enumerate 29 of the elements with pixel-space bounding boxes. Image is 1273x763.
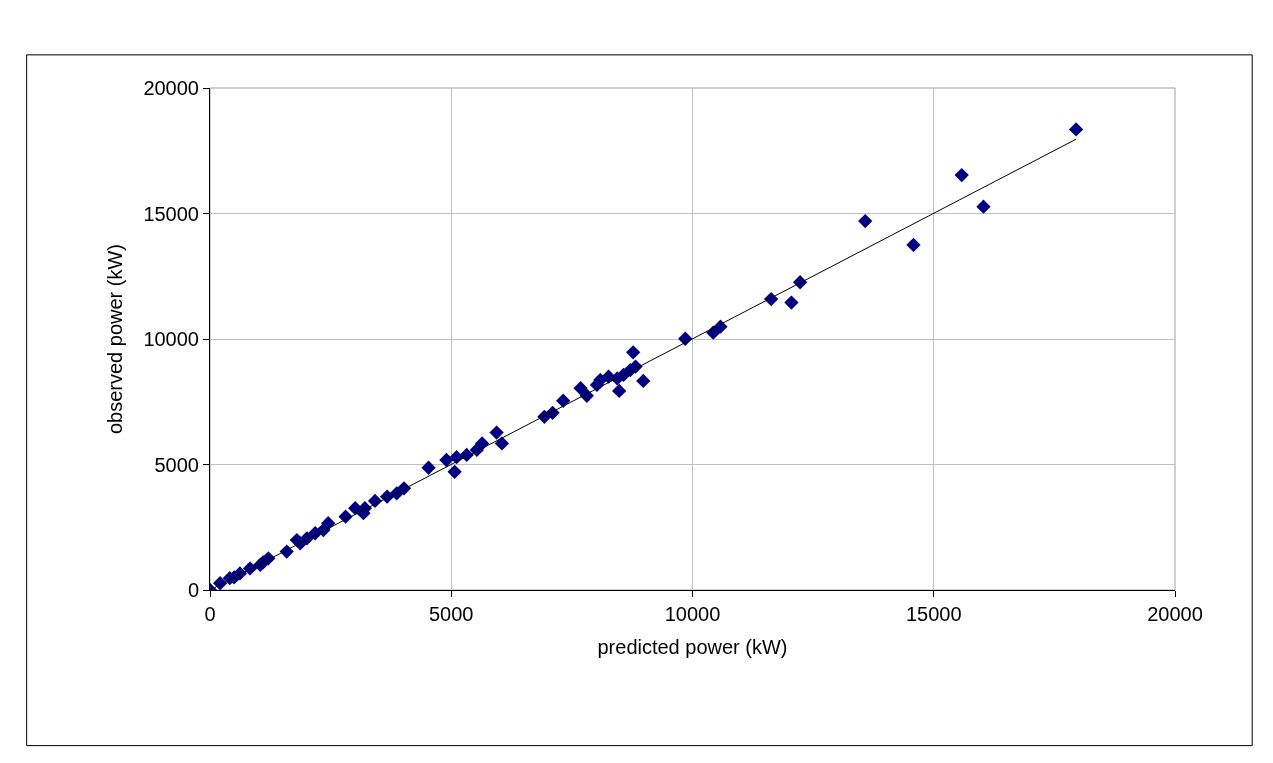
point (573, 381, 588, 396)
point (494, 436, 510, 451)
point (636, 373, 651, 389)
point (858, 213, 873, 229)
point (421, 460, 436, 475)
point (906, 237, 921, 253)
y-axis-title: observed power (kW) (103, 243, 126, 435)
point (612, 383, 627, 399)
point (1068, 122, 1084, 137)
point (976, 199, 991, 214)
x-axis-title: predicted power (kW) (597, 635, 788, 658)
y-tick-label: 10000 (143, 328, 199, 350)
point (556, 393, 571, 408)
point (447, 464, 462, 479)
y-tick-label: 15000 (143, 202, 199, 225)
x-tick-label: 5000 (429, 603, 474, 625)
point (321, 516, 336, 531)
y-tick-label: 5000 (154, 453, 199, 476)
point (784, 295, 799, 310)
y-tick-label: 20000 (143, 77, 199, 99)
point (489, 425, 504, 440)
y-tick-label: 0 (187, 579, 199, 601)
x-tick-label: 15000 (905, 603, 962, 625)
x-tick-label: 0 (204, 603, 216, 625)
point (626, 345, 641, 360)
point (954, 167, 969, 183)
x-tick-label: 10000 (664, 603, 721, 625)
x-tick-label: 20000 (1147, 603, 1203, 625)
point (439, 452, 454, 468)
